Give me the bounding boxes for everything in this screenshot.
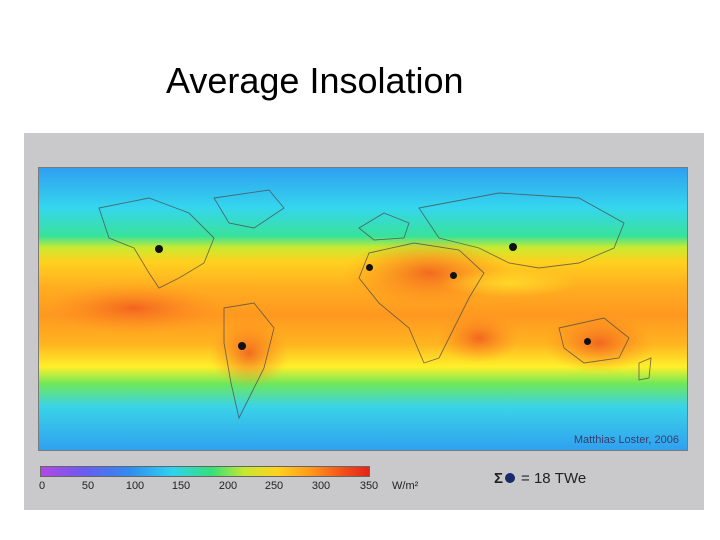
map-credit: Matthias Loster, 2006 [573, 434, 679, 446]
sigma-symbol: Σ [494, 470, 504, 487]
total-output-label: Σ = 18 TWe [494, 470, 586, 487]
site-marker-north-africa [366, 264, 373, 271]
site-dot-icon [505, 473, 516, 484]
total-output-value: = 18 TWe [521, 470, 587, 487]
site-marker-central-asia [509, 243, 517, 251]
color-scale-bar [40, 466, 370, 477]
scale-tick: 300 [311, 480, 331, 492]
scale-tick: 200 [218, 480, 238, 492]
scale-tick: 250 [264, 480, 284, 492]
site-marker-east-africa [450, 272, 457, 279]
slide-title: Average Insolation [166, 60, 464, 101]
scale-tick: 350 [359, 480, 379, 492]
scale-tick: 100 [125, 480, 145, 492]
scale-tick: 0 [38, 480, 46, 492]
site-marker-south-america [238, 342, 246, 350]
insolation-map-graphic [39, 168, 687, 450]
scale-tick: 150 [171, 480, 191, 492]
scale-units: W/m² [392, 480, 419, 492]
scale-tick: 50 [81, 480, 95, 492]
site-marker-north-america [155, 245, 163, 253]
insolation-map: Matthias Loster, 2006 [38, 167, 688, 451]
site-marker-australia [584, 338, 591, 345]
color-scale-ticks: 0 50 100 150 200 250 300 350 [0, 480, 720, 496]
